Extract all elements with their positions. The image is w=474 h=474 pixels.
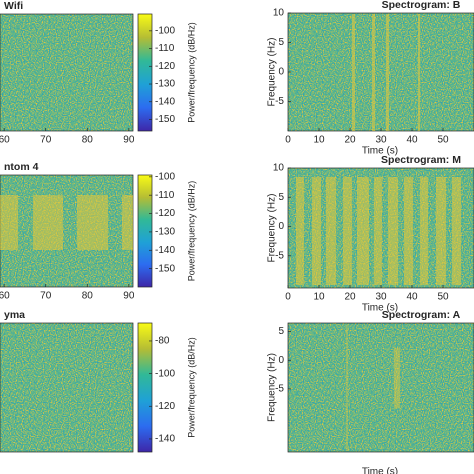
x-tick-label: 60 — [0, 135, 10, 146]
y-axis-label: Frequency (Hz) — [267, 194, 278, 263]
spectrogram-image — [288, 13, 474, 131]
y-tick-label: -5 — [275, 384, 284, 395]
x-tick-label: 90 — [123, 291, 135, 302]
y-tick-label: -5 — [275, 250, 284, 261]
x-tick-label: 50 — [437, 135, 449, 146]
colorbar-tick-label: -130 — [155, 79, 175, 90]
x-tick-label: 30 — [375, 135, 387, 146]
spectrogram-image — [0, 175, 133, 287]
decor — [0, 14, 461, 450]
colorbar — [137, 322, 153, 453]
x-tick-label: 10 — [313, 135, 325, 146]
axes-box — [0, 322, 134, 453]
colorbar-tick-label: -100 — [155, 368, 175, 379]
x-axis-label: Time (s) — [362, 467, 398, 474]
spectrogram-image — [288, 323, 474, 452]
y-tick-label: 0 — [278, 67, 284, 78]
colorbar-tick-label: -120 — [155, 61, 175, 72]
x-tick-label: 20 — [344, 135, 356, 146]
x-tick-label: 0 — [285, 135, 291, 146]
axes-box — [287, 322, 474, 453]
subplot-title: yma — [4, 309, 25, 321]
y-tick-label: 5 — [278, 192, 284, 203]
subplot-title: Wifi — [4, 0, 23, 12]
x-tick-label: 10 — [313, 292, 325, 303]
colorbar-tick-label: -100 — [155, 25, 175, 36]
x-tick-label: 70 — [40, 291, 52, 302]
x-tick-label: 20 — [344, 292, 356, 303]
colorbar-tick-label: -110 — [155, 43, 175, 54]
x-axis-label: Time (s) — [362, 146, 398, 157]
colorbar-tick-label: -140 — [155, 96, 175, 107]
y-tick-label: 5 — [278, 37, 284, 48]
y-axis-label: Frequency (Hz) — [267, 38, 278, 107]
colorbar-tick-label: -120 — [155, 208, 175, 219]
colorbar-label: Power/frequency (dB/Hz) — [186, 22, 196, 123]
colorbar-tick-label: -150 — [155, 263, 175, 274]
x-tick-label: 40 — [406, 292, 418, 303]
colorbar-label: Power/frequency (dB/Hz) — [186, 337, 196, 438]
spectrogram-image — [0, 14, 133, 131]
colorbar-tick-label: -80 — [155, 336, 170, 347]
x-tick-label: 90 — [123, 135, 135, 146]
x-tick-label: 40 — [406, 135, 418, 146]
spectrogram-image — [0, 323, 133, 452]
x-tick-label: 80 — [82, 291, 94, 302]
colorbar-tick-label: -140 — [155, 434, 175, 445]
y-tick-label: -5 — [275, 96, 284, 107]
colorbar-label: Power/frequency (dB/Hz) — [186, 181, 196, 282]
colorbar-tick-label: -110 — [155, 190, 175, 201]
y-tick-label: 5 — [278, 326, 284, 337]
y-tick-label: 10 — [273, 163, 285, 174]
colorbar-tick-label: -140 — [155, 245, 175, 256]
colorbar-tick-label: -100 — [155, 171, 175, 182]
x-tick-label: 30 — [375, 292, 387, 303]
colorbar-tick-label: -130 — [155, 227, 175, 238]
colorbar — [137, 174, 153, 288]
subplot-title: Spectrogram: A — [382, 309, 461, 321]
x-axis-label: Time (s) — [362, 303, 398, 314]
x-tick-label: 60 — [0, 291, 10, 302]
x-tick-label: 50 — [437, 292, 449, 303]
y-tick-label: 0 — [278, 221, 284, 232]
x-tick-label: 0 — [285, 292, 291, 303]
x-tick-label: 80 — [82, 135, 94, 146]
y-tick-label: 10 — [273, 8, 285, 19]
subplot-title: Spectrogram: B — [382, 0, 461, 11]
colorbar-tick-label: -150 — [155, 114, 175, 125]
axes-box — [0, 13, 134, 132]
subplot-title: Spectrogram: M — [381, 154, 461, 166]
colorbar-tick-label: -120 — [155, 401, 175, 412]
subplot-title: ntom 4 — [4, 161, 39, 173]
y-axis-label: Frequency (Hz) — [267, 353, 278, 422]
colorbar — [137, 13, 153, 132]
y-tick-label: 0 — [278, 355, 284, 366]
x-tick-label: 70 — [40, 135, 52, 146]
